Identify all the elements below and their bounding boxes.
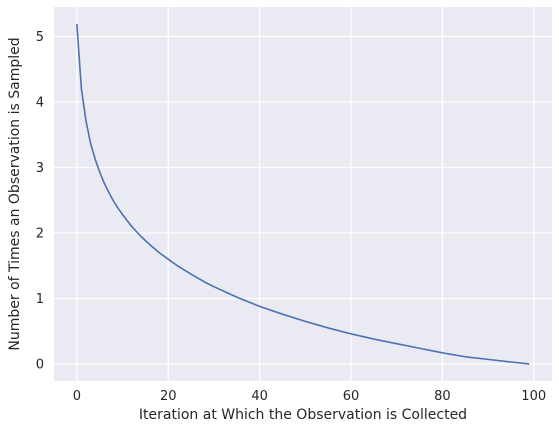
x-tick-labels: 0 20 40 60 80 100	[73, 389, 546, 404]
y-tick-label: 5	[36, 30, 44, 45]
series-layer	[76, 23, 530, 365]
y-tick-label: 1	[36, 292, 44, 307]
grid-lines	[54, 7, 552, 381]
x-tick-label: 100	[521, 389, 546, 404]
plot-area	[54, 7, 552, 381]
x-tick-label: 0	[73, 389, 81, 404]
y-tick-label: 3	[36, 161, 44, 176]
x-tick-label: 20	[160, 389, 177, 404]
y-tick-labels: 0 1 2 3 4 5	[36, 30, 44, 372]
x-tick-label: 40	[251, 389, 268, 404]
x-tick-label: 60	[343, 389, 360, 404]
x-axis-label: Iteration at Which the Observation is Co…	[139, 407, 467, 423]
y-tick-label: 2	[36, 226, 44, 241]
y-tick-label: 0	[36, 357, 44, 372]
y-axis-label: Number of Times an Observation is Sample…	[7, 37, 23, 350]
y-tick-label: 4	[36, 95, 44, 110]
series-line	[76, 23, 530, 365]
x-tick-label: 80	[434, 389, 451, 404]
